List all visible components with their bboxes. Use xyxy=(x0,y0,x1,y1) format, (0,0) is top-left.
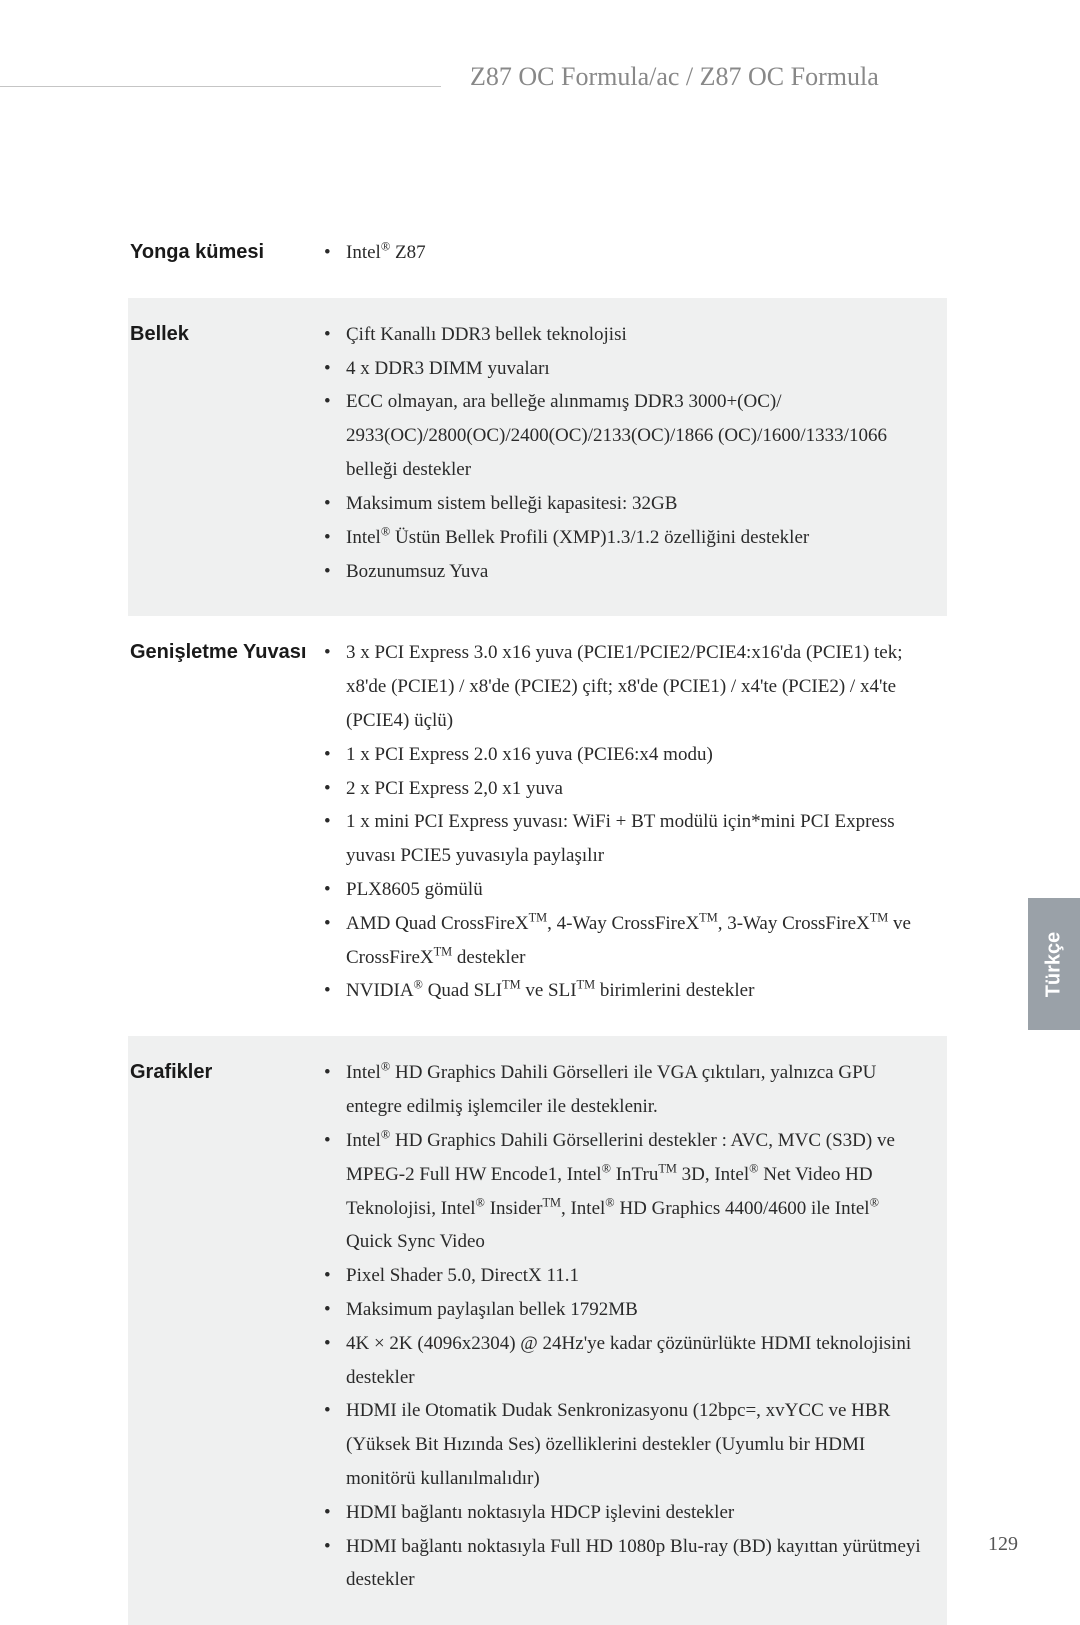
spec-list-item: Maksimum paylaşılan bellek 1792MB xyxy=(320,1293,927,1327)
language-tab: Türkçe xyxy=(1028,898,1080,1030)
header-divider xyxy=(0,86,441,87)
spec-list-item: Maksimum sistem belleği kapasitesi: 32GB xyxy=(320,487,927,521)
spec-row-content: Intel® Z87 xyxy=(320,236,947,270)
page-number: 129 xyxy=(988,1533,1018,1556)
spec-list-item: Çift Kanallı DDR3 bellek teknolojisi xyxy=(320,318,927,352)
spec-list-item: Intel® Z87 xyxy=(320,236,927,270)
spec-list-item: Intel® HD Graphics Dahili Görselleri ile… xyxy=(320,1056,927,1124)
spec-list-item: 4 x DDR3 DIMM yuvaları xyxy=(320,352,927,386)
spec-list-item: NVIDIA® Quad SLITM ve SLITM birimlerini … xyxy=(320,974,927,1008)
spec-row-content: Çift Kanallı DDR3 bellek teknolojisi4 x … xyxy=(320,318,947,589)
spec-list-item: 1 x mini PCI Express yuvası: WiFi + BT m… xyxy=(320,805,927,873)
spec-list-item: ECC olmayan, ara belleğe alınmamış DDR3 … xyxy=(320,385,927,486)
spec-row-content: Intel® HD Graphics Dahili Görselleri ile… xyxy=(320,1056,947,1597)
spec-row: Yonga kümesiIntel® Z87 xyxy=(128,216,947,298)
spec-list-item: HDMI bağlantı noktasıyla HDCP işlevini d… xyxy=(320,1496,927,1530)
spec-list-item: Pixel Shader 5.0, DirectX 11.1 xyxy=(320,1259,927,1293)
spec-list-item: Intel® Üstün Bellek Profili (XMP)1.3/1.2… xyxy=(320,521,927,555)
spec-row-label: Yonga kümesi xyxy=(128,236,320,270)
spec-row: BellekÇift Kanallı DDR3 bellek teknoloji… xyxy=(128,298,947,617)
spec-list-item: PLX8605 gömülü xyxy=(320,873,927,907)
spec-row-label: Bellek xyxy=(128,318,320,589)
spec-table: Yonga kümesiIntel® Z87BellekÇift Kanallı… xyxy=(128,216,947,1625)
spec-row-content: 3 x PCI Express 3.0 x16 yuva (PCIE1/PCIE… xyxy=(320,636,947,1008)
spec-list-item: HDMI ile Otomatik Dudak Senkronizasyonu … xyxy=(320,1394,927,1495)
spec-list-item: Intel® HD Graphics Dahili Görsellerini d… xyxy=(320,1124,927,1259)
language-tab-label: Türkçe xyxy=(1043,931,1066,997)
spec-row: Genişletme Yuvası3 x PCI Express 3.0 x16… xyxy=(128,616,947,1036)
spec-list-item: 2 x PCI Express 2,0 x1 yuva xyxy=(320,772,927,806)
spec-list-item: Bozunumsuz Yuva xyxy=(320,555,927,589)
spec-row-label: Genişletme Yuvası xyxy=(128,636,320,1008)
spec-list-item: 4K × 2K (4096x2304) @ 24Hz'ye kadar çözü… xyxy=(320,1327,927,1395)
page-header-title: Z87 OC Formula/ac / Z87 OC Formula xyxy=(470,62,879,92)
spec-list-item: 3 x PCI Express 3.0 x16 yuva (PCIE1/PCIE… xyxy=(320,636,927,737)
spec-row-label: Grafikler xyxy=(128,1056,320,1597)
spec-list-item: AMD Quad CrossFireXTM, 4-Way CrossFireXT… xyxy=(320,907,927,975)
spec-list-item: 1 x PCI Express 2.0 x16 yuva (PCIE6:x4 m… xyxy=(320,738,927,772)
spec-row: GrafiklerIntel® HD Graphics Dahili Görse… xyxy=(128,1036,947,1625)
spec-list-item: HDMI bağlantı noktasıyla Full HD 1080p B… xyxy=(320,1530,927,1598)
